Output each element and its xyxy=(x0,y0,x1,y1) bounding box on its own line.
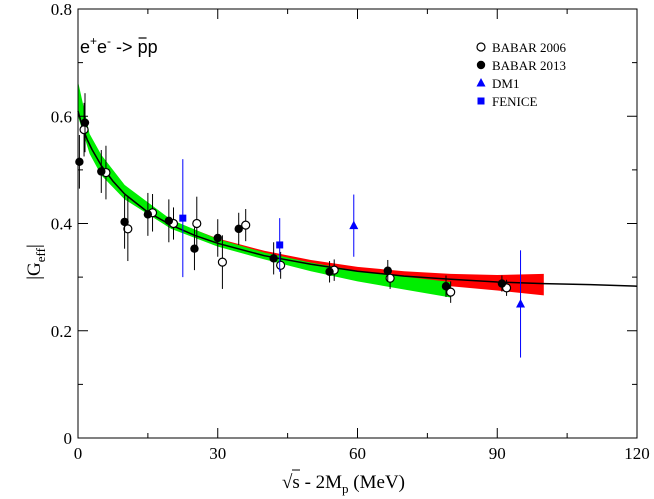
legend-marker xyxy=(476,60,486,70)
legend-item: BABAR 2006 xyxy=(476,40,567,55)
data-point xyxy=(497,279,507,288)
data-point xyxy=(143,210,153,219)
reaction-label: e+e- -> pp xyxy=(80,34,158,57)
data-point xyxy=(213,233,222,243)
data-point xyxy=(123,224,133,234)
data-point xyxy=(217,257,228,267)
data-point xyxy=(192,218,202,229)
series-babar-2006 xyxy=(79,102,512,303)
series-dm1 xyxy=(349,194,526,358)
legend-label: BABAR 2006 xyxy=(492,40,567,55)
data-point xyxy=(241,220,251,230)
x-axis-title: √s - 2Mp (MeV) xyxy=(282,472,405,496)
legend-marker xyxy=(477,97,485,105)
x-tick-label: 90 xyxy=(489,444,506,463)
data-point xyxy=(190,244,199,253)
green-band xyxy=(78,81,451,298)
plot-frame xyxy=(77,8,638,439)
data-point xyxy=(516,298,526,308)
series-babar-2013 xyxy=(75,93,507,297)
legend-label: DM1 xyxy=(492,76,519,91)
x-tick-label: 30 xyxy=(209,444,226,463)
legend: BABAR 2006 BABAR 2013 DM1 FENICE xyxy=(476,40,567,109)
y-tick-label: 0.6 xyxy=(51,107,72,126)
data-points xyxy=(75,93,526,358)
data-point xyxy=(276,241,284,249)
data-point xyxy=(276,260,286,270)
data-point xyxy=(120,217,129,227)
legend-marker xyxy=(476,42,486,52)
confidence-bands xyxy=(78,81,544,298)
x-tick-label: 120 xyxy=(624,444,650,463)
legend-item: BABAR 2013 xyxy=(476,58,566,73)
y-axis-title: |Geff| xyxy=(24,244,48,280)
y-axis-label: |Geff| xyxy=(24,244,48,280)
annotation: e+e- -> pp xyxy=(80,34,158,57)
legend-item: FENICE xyxy=(477,94,538,109)
y-tick-label: 0 xyxy=(64,429,73,448)
y-tick-label: 0.4 xyxy=(51,215,73,234)
data-point xyxy=(349,220,359,230)
series-fenice xyxy=(179,159,284,278)
x-tick-label: 60 xyxy=(349,444,366,463)
data-point xyxy=(325,267,334,276)
y-tick-label: 0.2 xyxy=(51,322,72,341)
x-tick-label: 0 xyxy=(74,444,83,463)
data-point xyxy=(79,125,89,135)
data-point xyxy=(97,167,106,176)
legend-label: FENICE xyxy=(492,94,538,109)
data-point xyxy=(80,118,90,127)
axis-ticks: 0 30 60 90 120 0 0.2 0.4 0.6 0.8 xyxy=(51,0,650,463)
data-point xyxy=(441,282,451,291)
data-point xyxy=(164,216,174,226)
legend-item: DM1 xyxy=(476,76,519,91)
data-point xyxy=(234,224,243,234)
fit-curve xyxy=(77,110,638,287)
data-point xyxy=(269,254,278,263)
data-point xyxy=(446,287,456,297)
x-axis-label: √s - 2Mp (MeV) xyxy=(282,469,405,496)
data-point xyxy=(75,157,84,167)
fit-curves xyxy=(77,110,638,287)
legend-label: BABAR 2013 xyxy=(492,58,566,73)
y-tick-label: 0.8 xyxy=(51,0,72,19)
red-band xyxy=(78,95,544,296)
legend-marker xyxy=(476,78,486,87)
data-point xyxy=(179,214,187,222)
data-point xyxy=(383,266,392,275)
